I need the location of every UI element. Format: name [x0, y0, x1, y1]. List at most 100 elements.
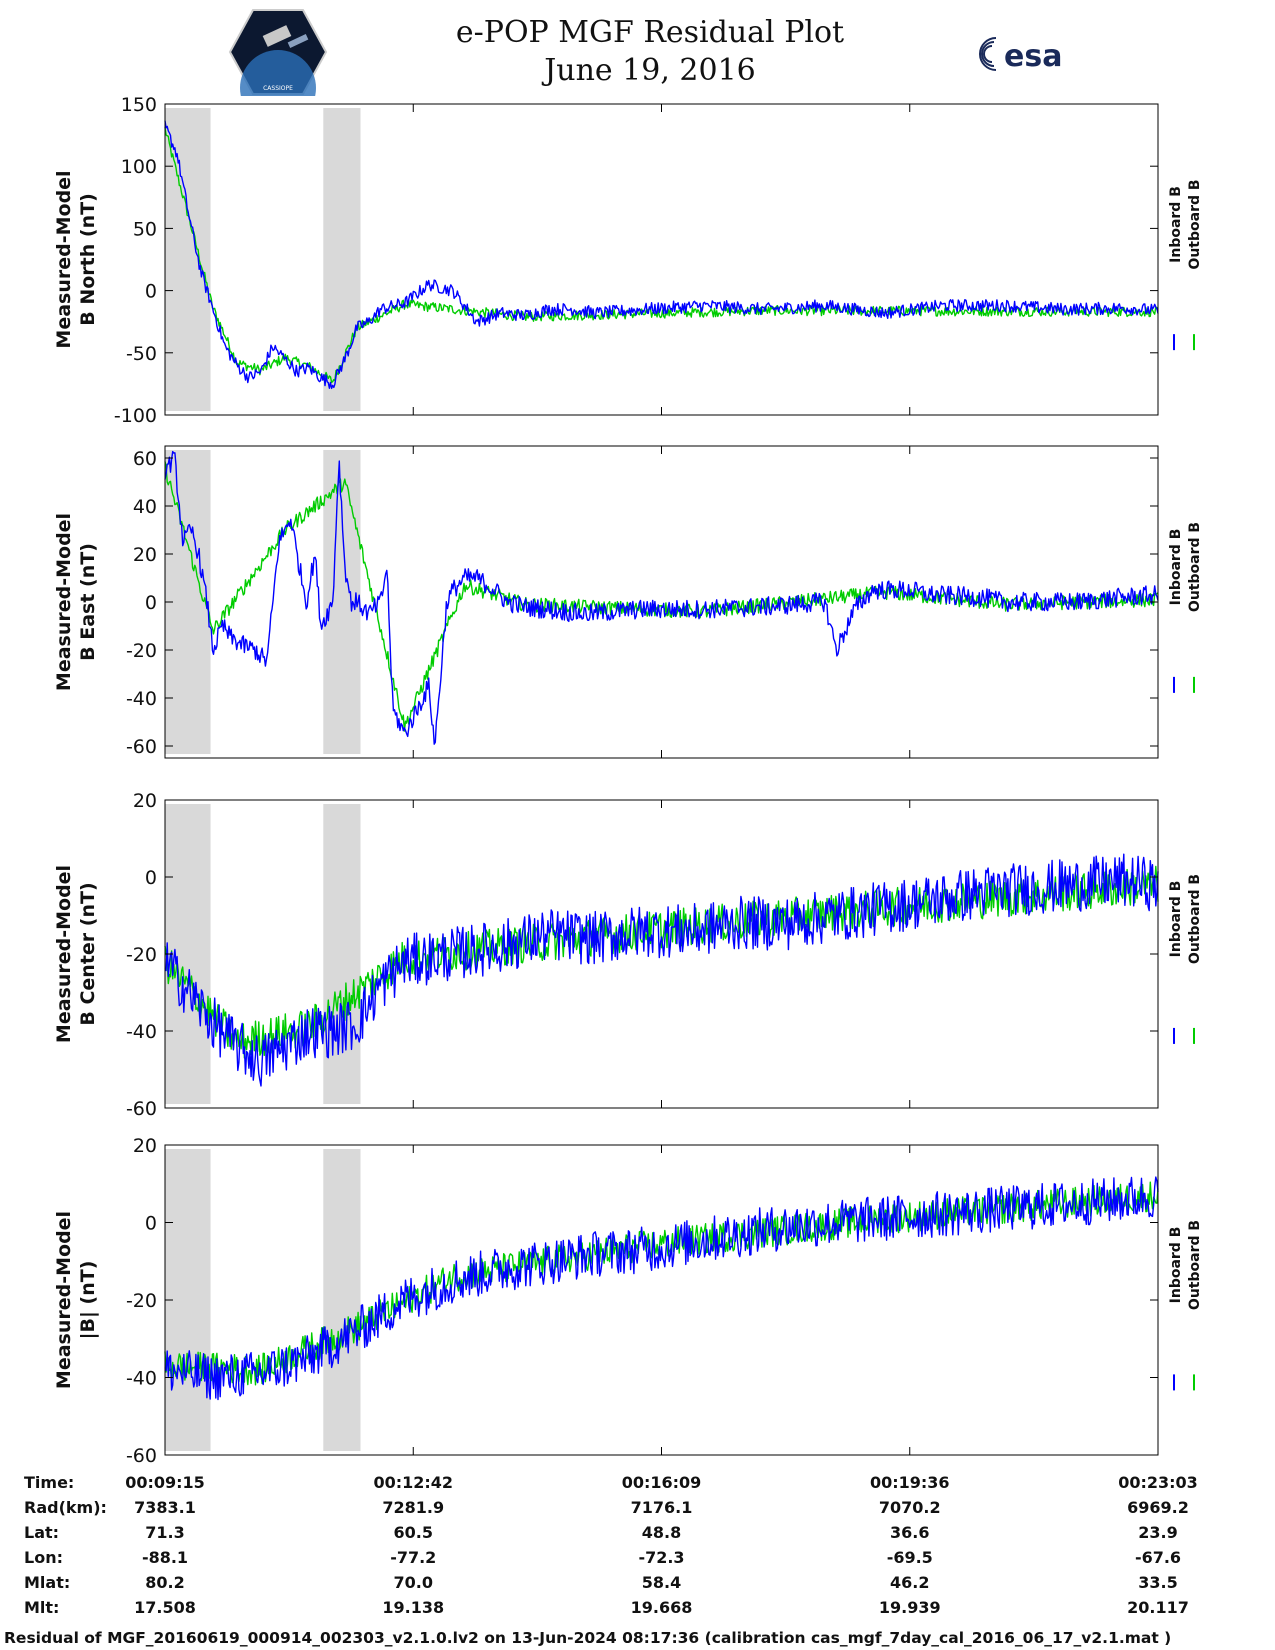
- plot-frame: [164, 103, 1159, 416]
- legend-entry: Outboard B: [1187, 874, 1203, 964]
- chart-title: e-POP MGF Residual Plot: [455, 15, 845, 50]
- y-tick-label: 20: [133, 790, 157, 812]
- ephemeris-value: 70.0: [394, 1573, 433, 1592]
- ephemeris-value: -72.3: [638, 1548, 684, 1567]
- series-line-outboard: [164, 1181, 1159, 1386]
- y-tick-label: -20: [126, 640, 157, 662]
- y-axis-label-line: Measured-Model: [53, 1211, 75, 1389]
- y-tick-label: 20: [133, 544, 157, 566]
- ephemeris-value: 00:23:03: [1118, 1473, 1198, 1492]
- legend-entry: Inboard B: [1168, 881, 1184, 958]
- y-axis-label: Measured-Model B East (nT): [53, 513, 99, 691]
- ephemeris-row-label: Rad(km):: [24, 1498, 107, 1517]
- esa-logo: esa: [979, 37, 1062, 74]
- ephemeris-value: 00:09:15: [125, 1473, 205, 1492]
- footer-text: Residual of MGF_20160619_000914_002303_v…: [4, 1629, 1171, 1647]
- shaded-interval: [323, 1149, 361, 1451]
- ephemeris-value: 19.138: [382, 1598, 444, 1617]
- cassiope-logo: CASSIOPE: [228, 9, 328, 96]
- ephemeris-value: -77.2: [390, 1548, 436, 1567]
- y-tick-label: -100: [114, 405, 157, 427]
- chart-date: June 19, 2016: [544, 53, 756, 88]
- ephemeris-value: 7281.9: [382, 1498, 444, 1517]
- legend-entry: Outboard B: [1187, 522, 1203, 612]
- ephemeris-value: -88.1: [142, 1548, 188, 1567]
- shaded-interval: [323, 108, 361, 411]
- legend-entry: Inboard B: [1168, 186, 1184, 263]
- ephemeris-value: 00:19:36: [870, 1473, 950, 1492]
- ephemeris-value: 00:12:42: [373, 1473, 453, 1492]
- ephemeris-row-label: Lat:: [24, 1523, 59, 1542]
- ephemeris-value: 17.508: [134, 1598, 196, 1617]
- ephemeris-value: 60.5: [394, 1523, 433, 1542]
- y-tick-label: 0: [145, 867, 157, 889]
- series-line-inboard: [164, 1176, 1159, 1401]
- y-tick-label: 0: [145, 592, 157, 614]
- y-tick-label: -60: [126, 1098, 157, 1120]
- y-axis-label-line: B Center (nT): [77, 882, 99, 1025]
- ephemeris-value: 19.939: [879, 1598, 941, 1617]
- ephemeris-value: 20.117: [1127, 1598, 1189, 1617]
- y-tick-label: 20: [133, 1135, 157, 1157]
- shaded-interval: [323, 804, 361, 1104]
- y-tick-label: 0: [145, 1213, 157, 1235]
- y-tick-label: 40: [133, 496, 157, 518]
- panel-2: 60 40 20 0 -20 -40 -60 Measured-Model B East (nT…: [53, 445, 1203, 759]
- ephemeris-value: 80.2: [145, 1573, 184, 1592]
- y-tick-label: -60: [126, 736, 157, 758]
- ephemeris-row-label: Mlat:: [24, 1573, 70, 1592]
- series-line-inboard: [164, 120, 1159, 390]
- legend: Inboard B Outboard B: [1168, 1220, 1203, 1310]
- ephemeris-value: 46.2: [890, 1573, 929, 1592]
- ephemeris-value: 48.8: [642, 1523, 681, 1542]
- ephemeris-value: -69.5: [887, 1548, 933, 1567]
- ephemeris-value: 6969.2: [1127, 1498, 1189, 1517]
- ephemeris-row-label: Mlt:: [24, 1598, 59, 1617]
- legend: Inboard B Outboard B: [1168, 522, 1203, 612]
- panel-3: 20 0 -20 -40 -60 Measured-Model B Center (nT) I…: [53, 790, 1203, 1120]
- y-tick-label: -20: [126, 944, 157, 966]
- y-tick-label: 0: [145, 281, 157, 303]
- series-line-inboard: [164, 853, 1159, 1087]
- plot-frame: [164, 799, 1159, 1109]
- ephemeris-value: 36.6: [890, 1523, 929, 1542]
- series-line-outboard: [164, 461, 1159, 732]
- y-tick-label: -60: [126, 1445, 157, 1467]
- y-tick-label: -50: [126, 343, 157, 365]
- y-tick-label: -40: [126, 1368, 157, 1390]
- legend-entry: Inboard B: [1168, 1227, 1184, 1304]
- esa-text: esa: [1004, 39, 1062, 74]
- ephemeris-row-label: Lon:: [24, 1548, 63, 1567]
- y-tick-label: -40: [126, 688, 157, 710]
- ephemeris-value: 58.4: [642, 1573, 681, 1592]
- y-tick-label: -20: [126, 1290, 157, 1312]
- y-axis-label: Measured-Model B Center (nT): [53, 865, 99, 1043]
- y-axis-label: Measured-Model |B| (nT): [53, 1211, 99, 1389]
- legend: Inboard B Outboard B: [1168, 874, 1203, 964]
- y-axis-label-line: B North (nT): [77, 193, 99, 326]
- ephemeris-value: -67.6: [1135, 1548, 1181, 1567]
- y-axis-label-line: |B| (nT): [77, 1261, 99, 1340]
- ephemeris-row-label: Time:: [24, 1473, 74, 1492]
- y-tick-label: 50: [133, 218, 157, 240]
- y-axis-label-line: Measured-Model: [53, 170, 75, 348]
- ephemeris-value: 7176.1: [631, 1498, 693, 1517]
- series-line-outboard: [164, 127, 1159, 384]
- shaded-interval: [165, 108, 211, 411]
- title-block: e-POP MGF Residual Plot June 19, 2016: [400, 14, 900, 90]
- legend-entry: Outboard B: [1187, 1220, 1203, 1310]
- panel-1: 150 100 50 0 -50 -100 Measured-Model B North (n…: [53, 94, 1203, 427]
- ephemeris-value: 7383.1: [134, 1498, 196, 1517]
- y-tick-label: -40: [126, 1021, 157, 1043]
- y-tick-label: 60: [133, 448, 157, 470]
- legend: Inboard B Outboard B: [1168, 179, 1203, 269]
- ephemeris-value: 00:16:09: [622, 1473, 702, 1492]
- y-tick-label: 150: [121, 94, 157, 116]
- y-axis-label: Measured-Model B North (nT): [53, 170, 99, 348]
- ephemeris-value: 23.9: [1138, 1523, 1177, 1542]
- legend-entry: Outboard B: [1187, 179, 1203, 269]
- y-axis-label-line: Measured-Model: [53, 865, 75, 1043]
- legend-entry: Inboard B: [1168, 529, 1184, 606]
- ephemeris-table: Time: Rad(km): Lat: Lon: Mlat: Mlt: 00:09:15 73…: [24, 1473, 1198, 1617]
